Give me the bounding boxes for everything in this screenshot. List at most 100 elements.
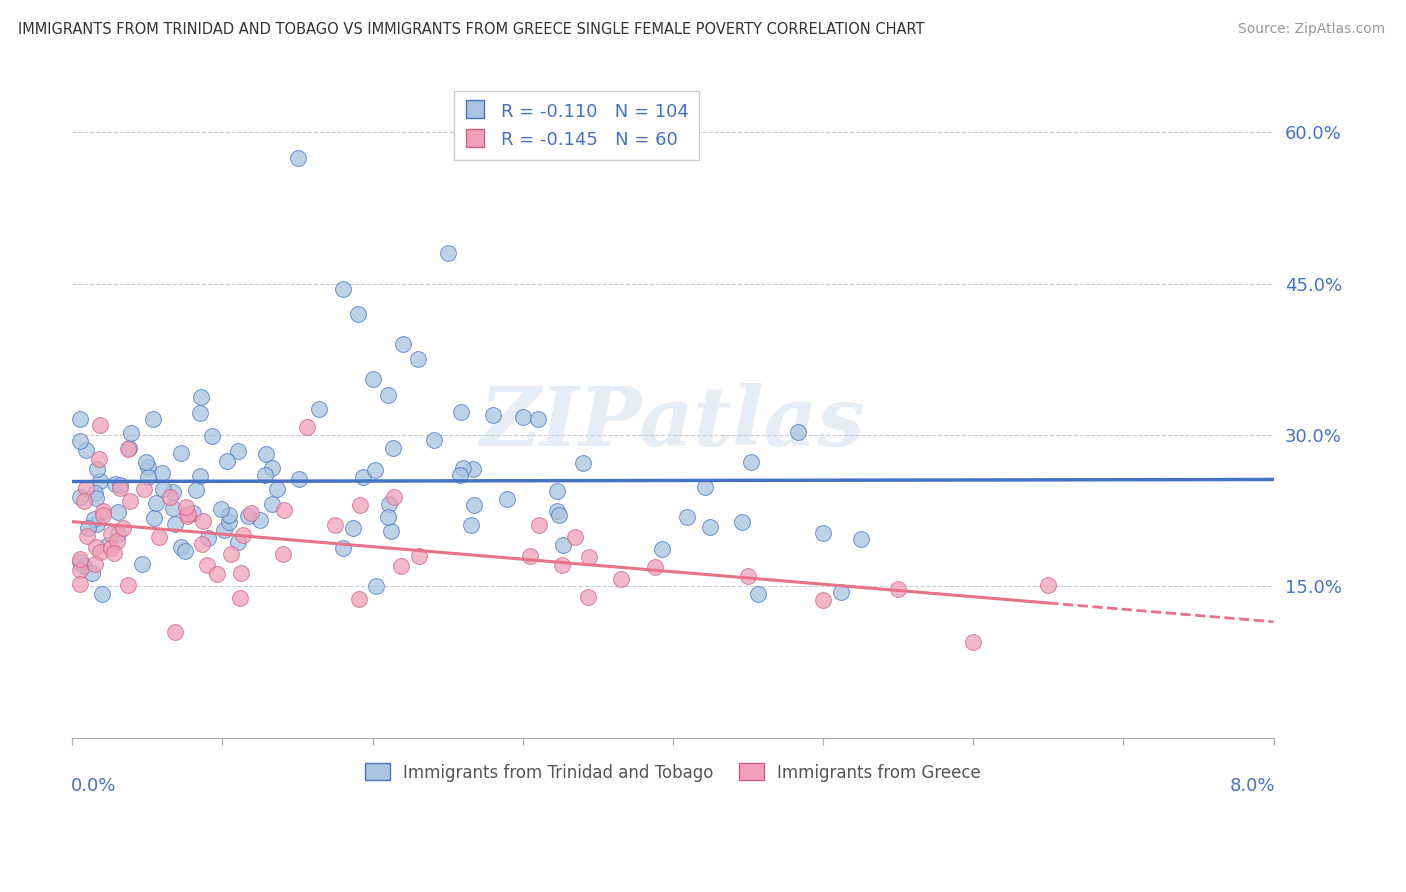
Point — [527, 517, 550, 532]
Point — [142, 510, 165, 524]
Point — [197, 531, 219, 545]
Point — [226, 535, 249, 549]
Point — [576, 591, 599, 605]
Point — [550, 558, 572, 572]
Point — [117, 578, 139, 592]
Point — [184, 483, 207, 497]
Point — [174, 500, 197, 515]
Point — [747, 587, 769, 601]
Point — [69, 555, 91, 569]
Point — [377, 510, 399, 524]
Point — [693, 480, 716, 494]
Point — [91, 508, 114, 522]
Point — [260, 497, 283, 511]
Point — [83, 512, 105, 526]
Point — [145, 495, 167, 509]
Text: ZIPatlas: ZIPatlas — [481, 383, 866, 463]
Point — [97, 538, 120, 552]
Point — [811, 526, 834, 541]
Point — [87, 452, 110, 467]
Point — [287, 151, 309, 165]
Point — [111, 521, 134, 535]
Point — [460, 518, 482, 533]
Point — [273, 548, 295, 562]
Point — [249, 513, 271, 527]
Point — [84, 557, 107, 571]
Point — [221, 548, 243, 562]
Point — [346, 307, 368, 321]
Point — [740, 455, 762, 469]
Point — [1038, 578, 1060, 592]
Point — [107, 505, 129, 519]
Point — [361, 372, 384, 386]
Point — [190, 390, 212, 404]
Point — [377, 387, 399, 401]
Point — [177, 507, 200, 521]
Point — [644, 559, 666, 574]
Point — [80, 566, 103, 580]
Point — [84, 541, 107, 555]
Point — [136, 470, 159, 484]
Point — [323, 518, 346, 533]
Point — [205, 566, 228, 581]
Point — [887, 582, 910, 596]
Point — [100, 541, 122, 555]
Point — [215, 453, 238, 467]
Point — [449, 468, 471, 483]
Point — [89, 545, 111, 559]
Point — [163, 517, 186, 532]
Point — [481, 408, 503, 422]
Point — [349, 498, 371, 512]
Point — [91, 504, 114, 518]
Point — [69, 412, 91, 426]
Point — [89, 475, 111, 489]
Point — [349, 592, 371, 607]
Point — [195, 558, 218, 572]
Point — [69, 577, 91, 591]
Text: IMMIGRANTS FROM TRINIDAD AND TOBAGO VS IMMIGRANTS FROM GREECE SINGLE FEMALE POVE: IMMIGRANTS FROM TRINIDAD AND TOBAGO VS I… — [18, 22, 925, 37]
Point — [170, 445, 193, 459]
Point — [332, 541, 354, 555]
Point — [103, 546, 125, 560]
Point — [731, 516, 754, 530]
Point — [266, 482, 288, 496]
Point — [218, 515, 240, 529]
Point — [165, 625, 187, 640]
Point — [450, 405, 472, 419]
Point — [527, 411, 550, 425]
Point — [69, 552, 91, 566]
Point — [382, 490, 405, 504]
Point — [76, 529, 98, 543]
Point — [389, 559, 412, 574]
Point — [610, 572, 633, 586]
Point — [260, 461, 283, 475]
Point — [830, 585, 852, 599]
Point — [512, 409, 534, 424]
Point — [69, 563, 91, 577]
Point — [181, 506, 204, 520]
Point — [150, 467, 173, 481]
Point — [89, 417, 111, 432]
Point — [787, 425, 810, 440]
Text: 8.0%: 8.0% — [1229, 777, 1275, 795]
Point — [406, 352, 429, 367]
Point — [108, 481, 131, 495]
Point — [548, 508, 571, 523]
Point — [120, 493, 142, 508]
Point — [382, 441, 405, 455]
Point — [176, 509, 198, 524]
Point — [188, 406, 211, 420]
Point — [86, 517, 108, 532]
Point — [152, 482, 174, 496]
Point — [229, 591, 252, 605]
Point — [118, 441, 141, 455]
Point — [212, 524, 235, 538]
Point — [851, 532, 873, 546]
Point — [364, 463, 387, 477]
Point — [142, 412, 165, 426]
Point — [578, 549, 600, 564]
Point — [571, 457, 593, 471]
Point — [73, 494, 96, 508]
Point — [83, 486, 105, 500]
Point — [238, 509, 260, 524]
